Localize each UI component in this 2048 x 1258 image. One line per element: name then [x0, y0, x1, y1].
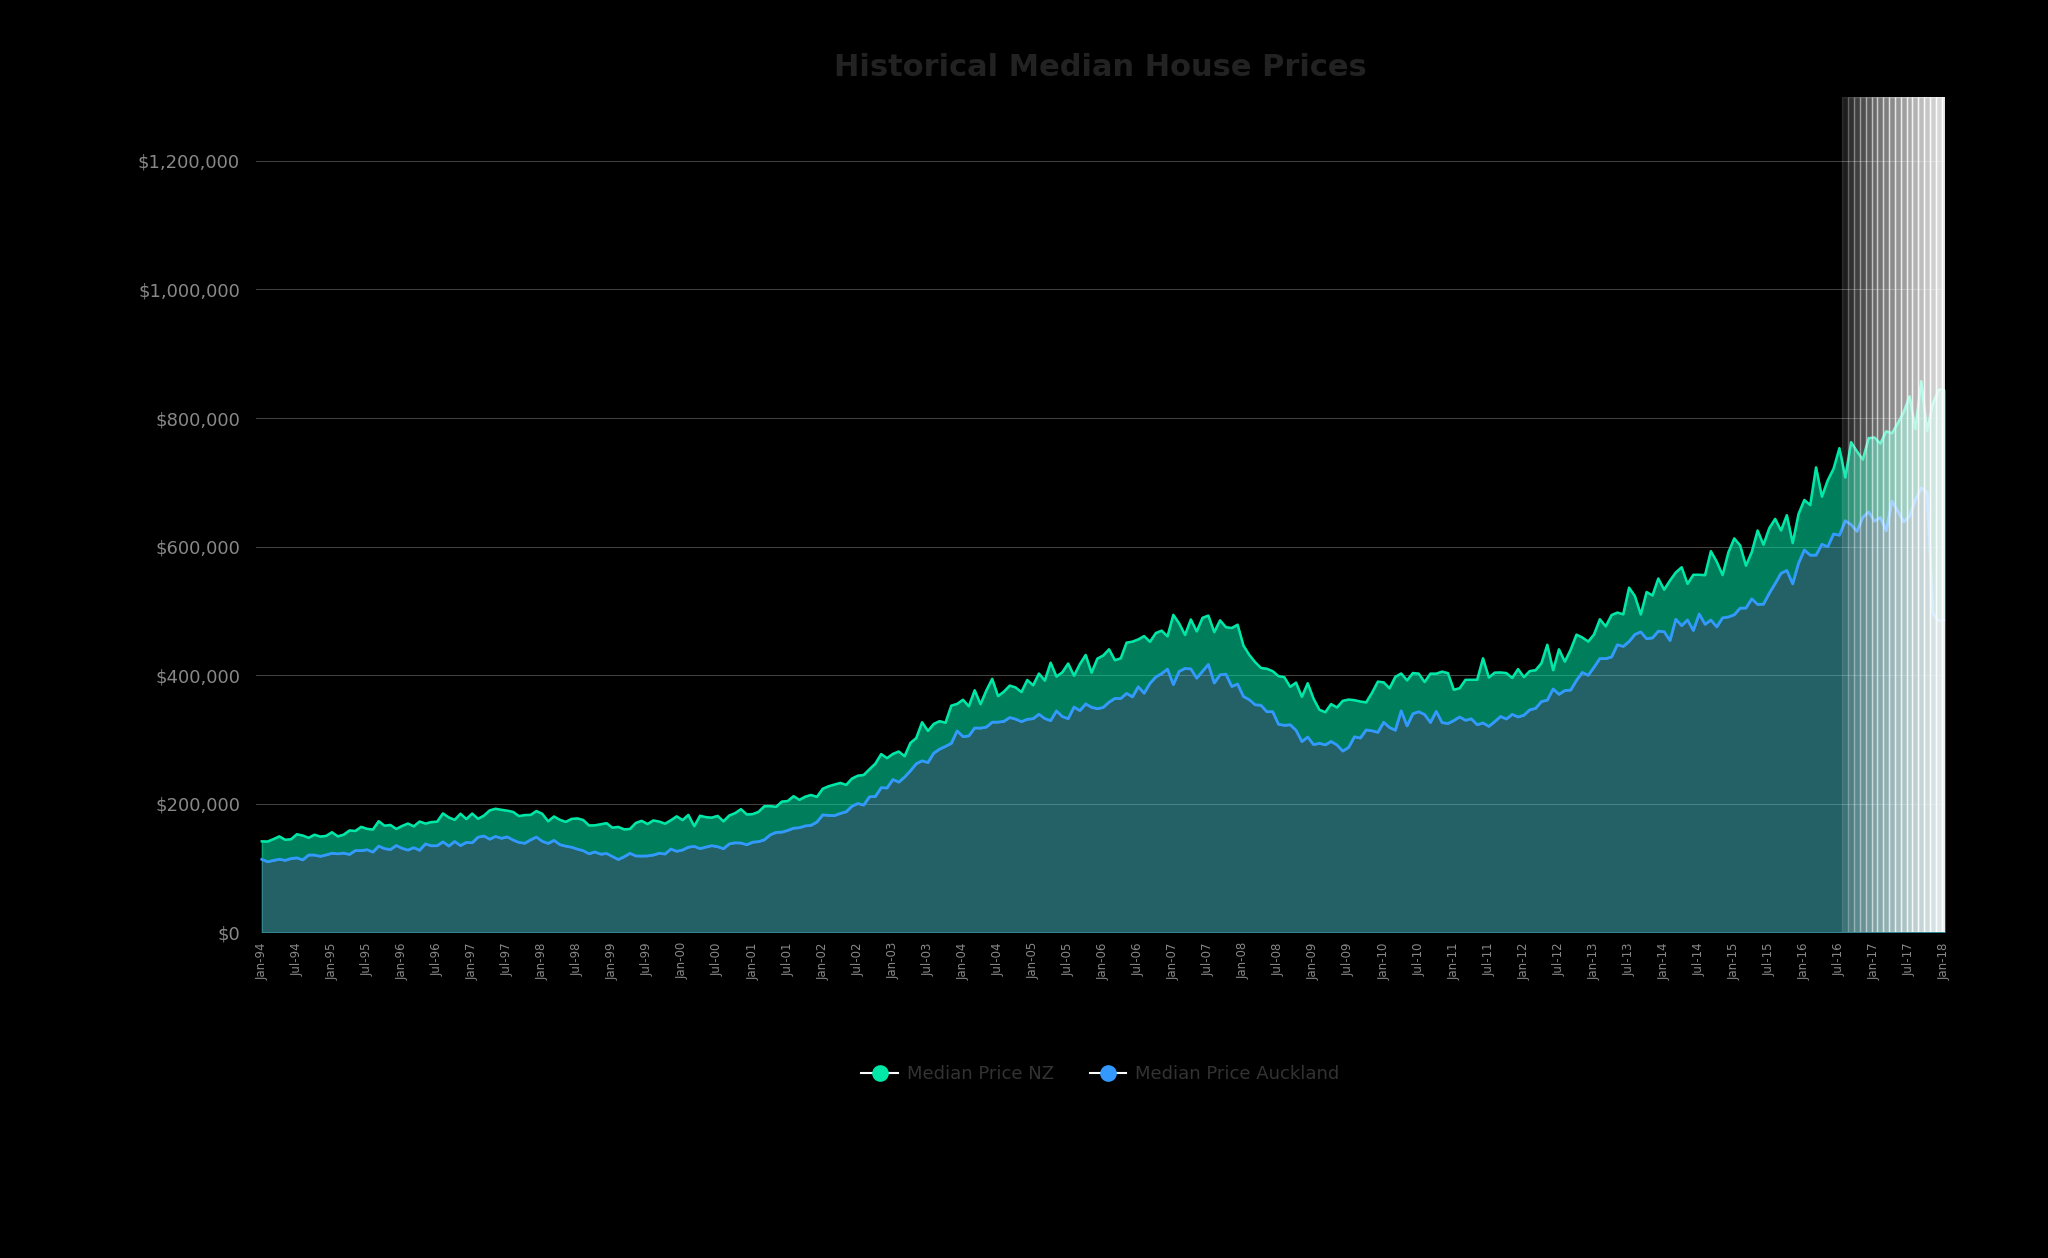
Bar — [1843, 97, 1847, 932]
Bar — [1847, 97, 1853, 932]
Bar — [1907, 97, 1913, 932]
Bar — [1929, 97, 1935, 932]
Bar — [1853, 97, 1860, 932]
Bar — [1866, 97, 1872, 932]
Bar — [1837, 97, 1843, 932]
Bar — [1925, 97, 1929, 932]
Legend: Median Price NZ, Median Price Auckland: Median Price NZ, Median Price Auckland — [854, 1058, 1346, 1091]
Title: Historical Median House Prices: Historical Median House Prices — [834, 53, 1366, 82]
Bar — [1901, 97, 1907, 932]
Bar — [1942, 97, 1948, 932]
Bar — [1884, 97, 1888, 932]
Bar — [1878, 97, 1884, 932]
Bar — [1872, 97, 1878, 932]
Bar — [1919, 97, 1925, 932]
Bar — [1860, 97, 1866, 932]
Bar — [1894, 97, 1901, 932]
Bar — [1888, 97, 1894, 932]
Bar — [1935, 97, 1942, 932]
Bar — [1913, 97, 1919, 932]
